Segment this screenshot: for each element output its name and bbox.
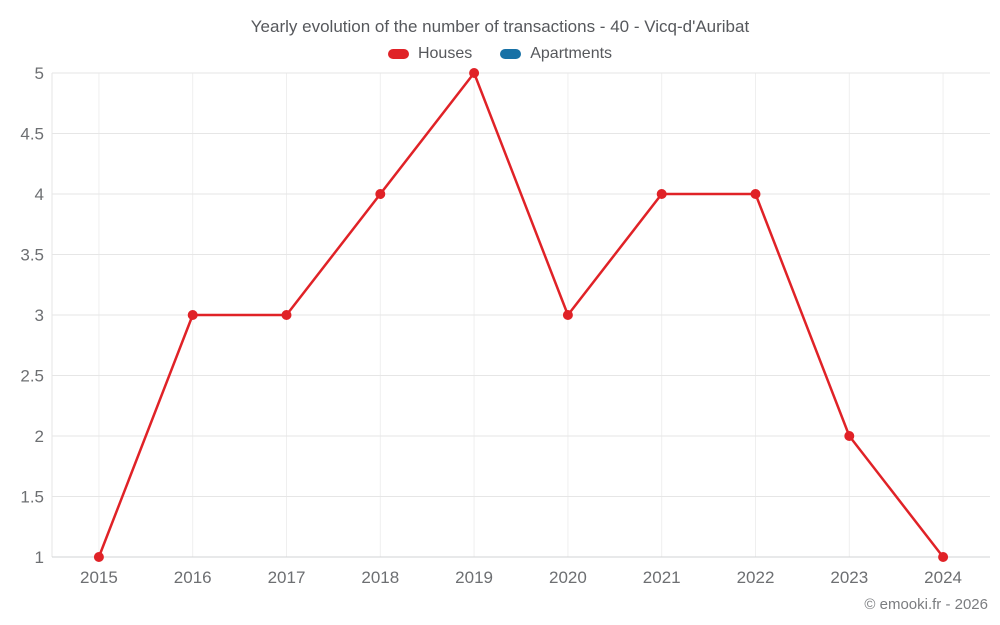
y-tick-label: 2 — [35, 427, 44, 446]
legend-label-apartments: Apartments — [530, 45, 613, 62]
data-point-houses-2017[interactable] — [281, 310, 292, 320]
y-tick-label: 1 — [35, 548, 44, 567]
legend-label-houses: Houses — [417, 45, 473, 62]
data-point-houses-2016[interactable] — [187, 310, 198, 320]
data-point-houses-2024[interactable] — [938, 552, 949, 562]
apartments-legend-swatch-icon — [500, 49, 522, 59]
y-tick-label: 3.5 — [20, 246, 44, 265]
data-point-houses-2023[interactable] — [844, 431, 855, 441]
series-line-houses — [97, 71, 945, 559]
y-tick-label: 4 — [35, 185, 44, 204]
data-point-houses-2022[interactable] — [750, 189, 761, 199]
data-point-houses-2015[interactable] — [93, 552, 104, 562]
legend-item-houses[interactable]: Houses — [387, 45, 473, 63]
houses-legend-swatch-icon — [387, 49, 409, 59]
data-point-houses-2020[interactable] — [562, 310, 573, 320]
data-point-houses-2021[interactable] — [656, 189, 667, 199]
data-point-houses-2019[interactable] — [469, 68, 480, 78]
x-tick-label: 2015 — [80, 568, 118, 587]
x-tick-label: 2023 — [830, 568, 868, 587]
x-tick-label: 2017 — [268, 568, 306, 587]
chart-title: Yearly evolution of the number of transa… — [250, 17, 750, 36]
y-tick-label: 4.5 — [20, 125, 44, 144]
x-tick-label: 2021 — [643, 568, 681, 587]
x-tick-label: 2024 — [924, 568, 962, 587]
copyright-credit: © emooki.fr - 2026 — [864, 596, 988, 613]
x-tick-label: 2020 — [549, 568, 587, 587]
y-tick-label: 1.5 — [20, 488, 44, 507]
x-tick-label: 2022 — [737, 568, 775, 587]
y-tick-label: 2.5 — [20, 367, 44, 386]
x-tick-label: 2016 — [174, 568, 212, 587]
legend: Houses Apartments — [0, 45, 1000, 63]
y-tick-label: 5 — [35, 64, 44, 83]
legend-item-apartments[interactable]: Apartments — [500, 45, 612, 63]
data-point-houses-2018[interactable] — [375, 189, 386, 199]
x-tick-label: 2019 — [455, 568, 493, 587]
x-tick-label: 2018 — [361, 568, 399, 587]
y-tick-label: 3 — [35, 306, 44, 325]
